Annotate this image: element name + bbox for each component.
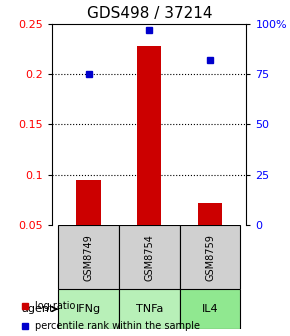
Bar [77, 180, 101, 225]
Text: TNFa: TNFa [136, 304, 163, 314]
Text: IL4: IL4 [202, 304, 218, 314]
Text: agent: agent [21, 304, 57, 314]
Text: GSM8759: GSM8759 [205, 234, 215, 281]
FancyBboxPatch shape [180, 289, 240, 329]
Text: GSM8754: GSM8754 [144, 234, 154, 281]
FancyBboxPatch shape [119, 225, 180, 289]
Text: GSM8749: GSM8749 [84, 234, 94, 281]
Bar [198, 203, 222, 225]
Bar [137, 46, 162, 225]
FancyBboxPatch shape [180, 225, 240, 289]
Text: percentile rank within the sample: percentile rank within the sample [35, 321, 200, 331]
Text: log ratio: log ratio [35, 301, 76, 311]
Title: GDS498 / 37214: GDS498 / 37214 [87, 6, 212, 21]
FancyBboxPatch shape [58, 225, 119, 289]
FancyBboxPatch shape [119, 289, 180, 329]
FancyBboxPatch shape [58, 289, 119, 329]
Text: IFNg: IFNg [76, 304, 101, 314]
